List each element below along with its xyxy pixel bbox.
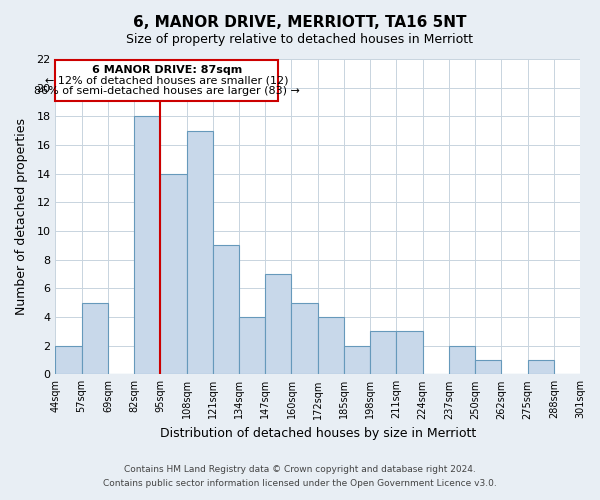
FancyBboxPatch shape — [55, 60, 278, 102]
X-axis label: Distribution of detached houses by size in Merriott: Distribution of detached houses by size … — [160, 427, 476, 440]
Text: Size of property relative to detached houses in Merriott: Size of property relative to detached ho… — [127, 32, 473, 46]
Bar — [475, 360, 502, 374]
Bar — [370, 332, 397, 374]
Bar — [134, 116, 160, 374]
Bar — [160, 174, 187, 374]
Bar — [344, 346, 370, 374]
Bar — [187, 130, 213, 374]
Text: 6, MANOR DRIVE, MERRIOTT, TA16 5NT: 6, MANOR DRIVE, MERRIOTT, TA16 5NT — [133, 15, 467, 30]
Bar — [55, 346, 82, 374]
Bar — [527, 360, 554, 374]
Bar — [449, 346, 475, 374]
Text: ← 12% of detached houses are smaller (12): ← 12% of detached houses are smaller (12… — [45, 76, 289, 86]
Bar — [318, 317, 344, 374]
Bar — [213, 246, 239, 374]
Bar — [82, 302, 108, 374]
Bar — [292, 302, 318, 374]
Text: Contains HM Land Registry data © Crown copyright and database right 2024.
Contai: Contains HM Land Registry data © Crown c… — [103, 466, 497, 487]
Bar — [239, 317, 265, 374]
Bar — [397, 332, 422, 374]
Text: 6 MANOR DRIVE: 87sqm: 6 MANOR DRIVE: 87sqm — [92, 66, 242, 76]
Text: 86% of semi-detached houses are larger (83) →: 86% of semi-detached houses are larger (… — [34, 86, 300, 96]
Bar — [265, 274, 292, 374]
Y-axis label: Number of detached properties: Number of detached properties — [15, 118, 28, 315]
